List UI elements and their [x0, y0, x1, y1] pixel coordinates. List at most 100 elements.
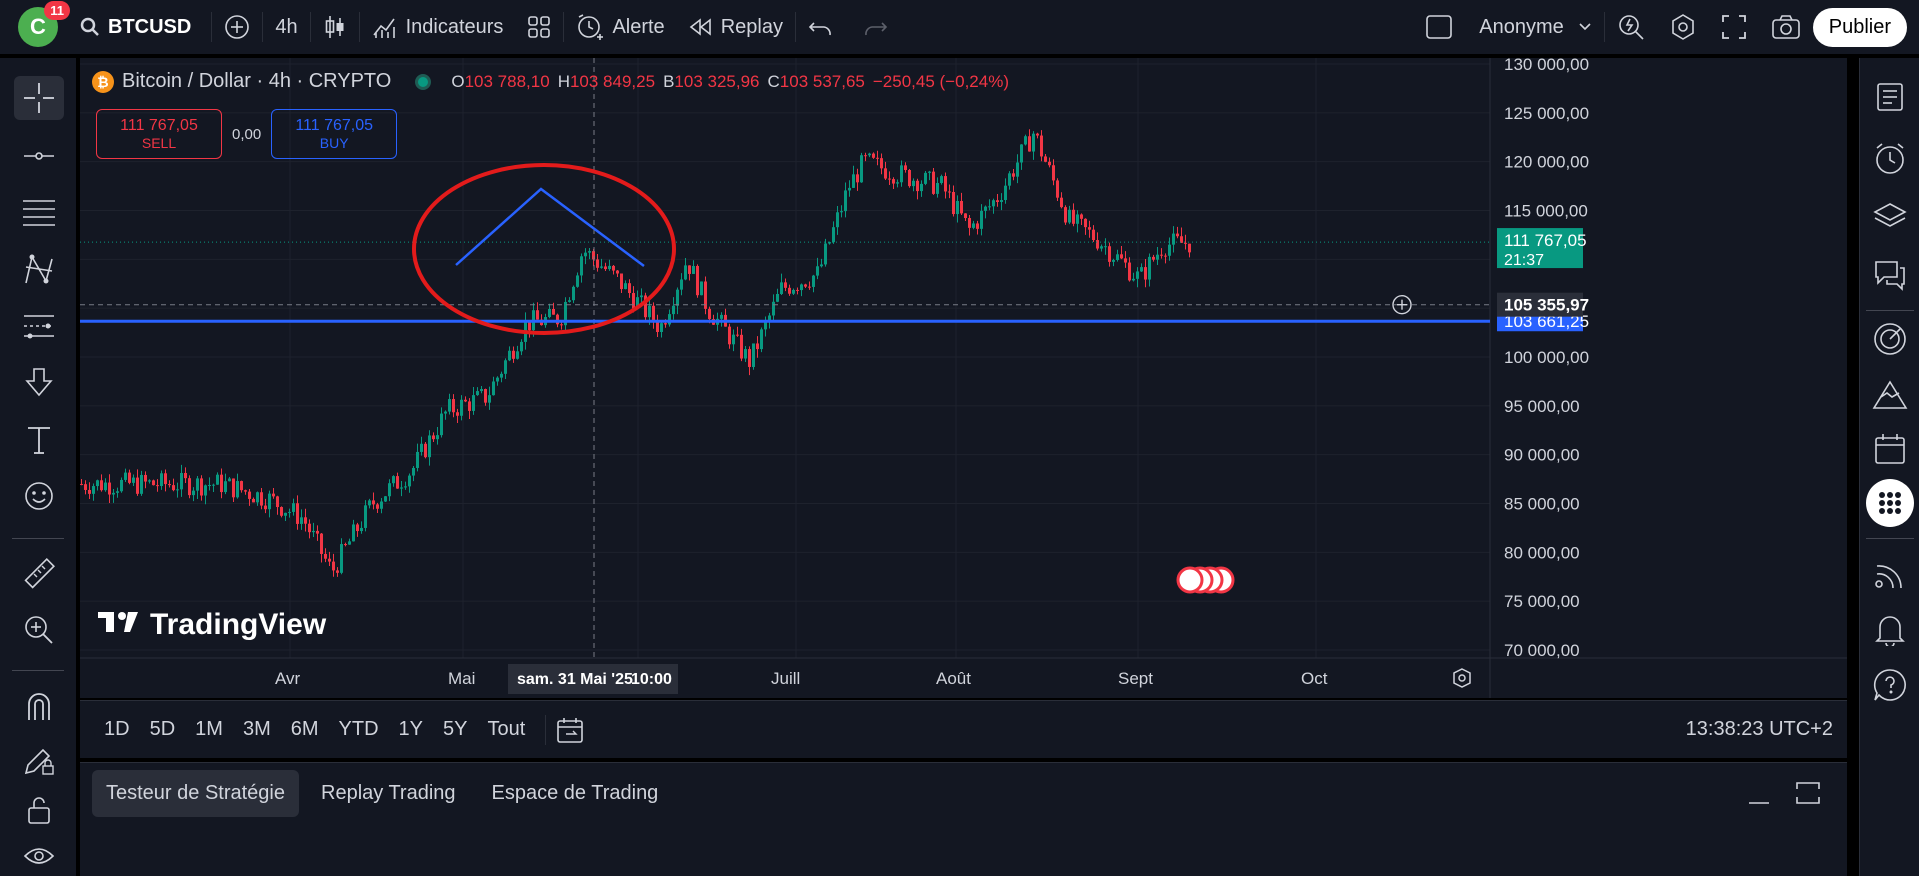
undo-button[interactable] — [796, 0, 848, 54]
candle-body — [696, 265, 699, 296]
lock-drawing-tool[interactable] — [14, 738, 64, 782]
candle-body — [1188, 243, 1191, 253]
pattern-tool[interactable] — [14, 248, 64, 292]
chats-button[interactable] — [1865, 250, 1915, 300]
price-scale-label: 70 000,00 — [1504, 641, 1580, 660]
low-label: B — [663, 71, 675, 91]
user-avatar[interactable]: C 11 — [18, 1, 70, 47]
candle-body — [156, 485, 159, 487]
magnet-tool[interactable] — [14, 684, 64, 728]
candle-body — [960, 200, 963, 214]
layout-select[interactable]: Anonyme — [1413, 0, 1604, 54]
candle-body — [576, 275, 579, 287]
measure-tool[interactable] — [14, 552, 64, 596]
range-button-1m[interactable]: 1M — [195, 718, 223, 740]
clock-timezone[interactable]: 13:38:23 UTC+2 — [1685, 718, 1833, 740]
range-button-1y[interactable]: 1Y — [398, 718, 424, 740]
fullscreen-button[interactable] — [1709, 0, 1759, 54]
publish-button[interactable]: Publier — [1812, 7, 1907, 47]
emoji-tool[interactable] — [14, 474, 64, 518]
settings-button[interactable] — [1657, 0, 1709, 54]
symbol-title[interactable]: Bitcoin / Dollar · 4h · CRYPTO — [122, 70, 392, 92]
candle-body — [192, 490, 195, 496]
candle-body — [1032, 133, 1035, 152]
bottom-tab-2[interactable]: Espace de Trading — [491, 781, 659, 804]
trend-line-tool[interactable] — [14, 134, 64, 178]
camera-icon — [1771, 14, 1801, 40]
replay-button[interactable]: Replay — [677, 0, 795, 54]
range-button-tout[interactable]: Tout — [487, 718, 526, 740]
candle-body — [1040, 135, 1043, 157]
candle-body — [1048, 161, 1051, 166]
alert-button[interactable]: Alerte — [564, 0, 676, 54]
separator — [211, 12, 213, 42]
candle-body — [100, 480, 103, 491]
candle-body — [636, 297, 639, 309]
symbol-search[interactable]: BTCUSD — [68, 0, 203, 54]
candle-body — [288, 511, 291, 513]
candle-body — [504, 360, 507, 374]
candle-body — [328, 558, 331, 562]
range-button-1d[interactable]: 1D — [104, 718, 130, 740]
range-button-ytd[interactable]: YTD — [338, 718, 379, 740]
alerts-panel-button[interactable] — [1865, 134, 1915, 184]
interval-button[interactable]: 4h — [275, 15, 298, 38]
crosshair-tool[interactable] — [14, 76, 64, 120]
chart-pane[interactable]: 130 000,00 125 000,00 120 000,00 115 000,00… — [80, 58, 1847, 698]
visibility-tool[interactable] — [14, 834, 64, 876]
candle-body — [496, 377, 499, 382]
ideas-button[interactable] — [1865, 370, 1915, 420]
candle-body — [168, 484, 171, 486]
candle-body — [780, 282, 783, 294]
zoom-tool[interactable] — [14, 608, 64, 652]
arrow-tool[interactable] — [14, 360, 64, 404]
price-chart[interactable]: 130 000,00 125 000,00 120 000,00 115 000,00… — [80, 58, 1847, 698]
candle-body — [388, 483, 391, 497]
range-button-5d[interactable]: 5D — [149, 718, 176, 740]
indicators-button[interactable]: Indicateurs — [360, 0, 516, 54]
range-button-6m[interactable]: 6M — [290, 718, 319, 740]
candle-body — [324, 553, 327, 559]
redo-button[interactable] — [848, 0, 900, 54]
unlock-tool[interactable] — [14, 788, 64, 832]
text-tool[interactable] — [14, 418, 64, 462]
minimize-icon[interactable] — [1747, 783, 1771, 807]
snapshot-button[interactable] — [1759, 0, 1813, 54]
range-button-3m[interactable]: 3M — [242, 718, 271, 740]
candle-body — [420, 443, 423, 452]
candle-body — [276, 496, 279, 508]
watchlist-button[interactable] — [1865, 72, 1915, 122]
chart-type-button[interactable] — [311, 0, 359, 54]
open-value: 103 788,10 — [464, 71, 550, 91]
goto-date-icon[interactable] — [556, 716, 584, 744]
candle-body — [1104, 246, 1107, 248]
add-alert-icon — [1392, 294, 1412, 315]
forecast-tool[interactable] — [14, 304, 64, 348]
candle-body — [932, 171, 935, 194]
candle-body — [164, 473, 167, 485]
candle-body — [608, 265, 611, 270]
layouts-button[interactable] — [515, 0, 563, 54]
compare-symbol-button[interactable] — [212, 0, 262, 54]
technicals-button[interactable] — [1865, 314, 1915, 364]
sell-button[interactable]: 111 767,05 SELL — [96, 109, 222, 159]
data-feed-button[interactable] — [1865, 548, 1915, 598]
products-button[interactable] — [1865, 478, 1915, 528]
calendar-button[interactable] — [1865, 424, 1915, 474]
candle-body — [1076, 214, 1079, 224]
fib-tool[interactable] — [14, 190, 64, 234]
object-tree-button[interactable] — [1865, 192, 1915, 242]
candle-body — [900, 165, 903, 183]
notifications-button[interactable] — [1865, 604, 1915, 654]
candle-body — [116, 491, 119, 493]
range-button-5y[interactable]: 5Y — [443, 718, 468, 740]
quick-search-button[interactable] — [1605, 0, 1657, 54]
bottom-tab-1[interactable]: Replay Trading — [321, 781, 456, 804]
help-button[interactable] — [1865, 660, 1915, 710]
candle-body — [80, 483, 83, 485]
candle-body — [304, 517, 307, 524]
maximize-icon[interactable] — [1795, 781, 1821, 805]
buy-button[interactable]: 111 767,05 BUY — [271, 109, 398, 159]
alarm-clock-icon — [1873, 142, 1907, 176]
bottom-tab-0[interactable]: Testeur de Stratégie — [92, 769, 299, 817]
